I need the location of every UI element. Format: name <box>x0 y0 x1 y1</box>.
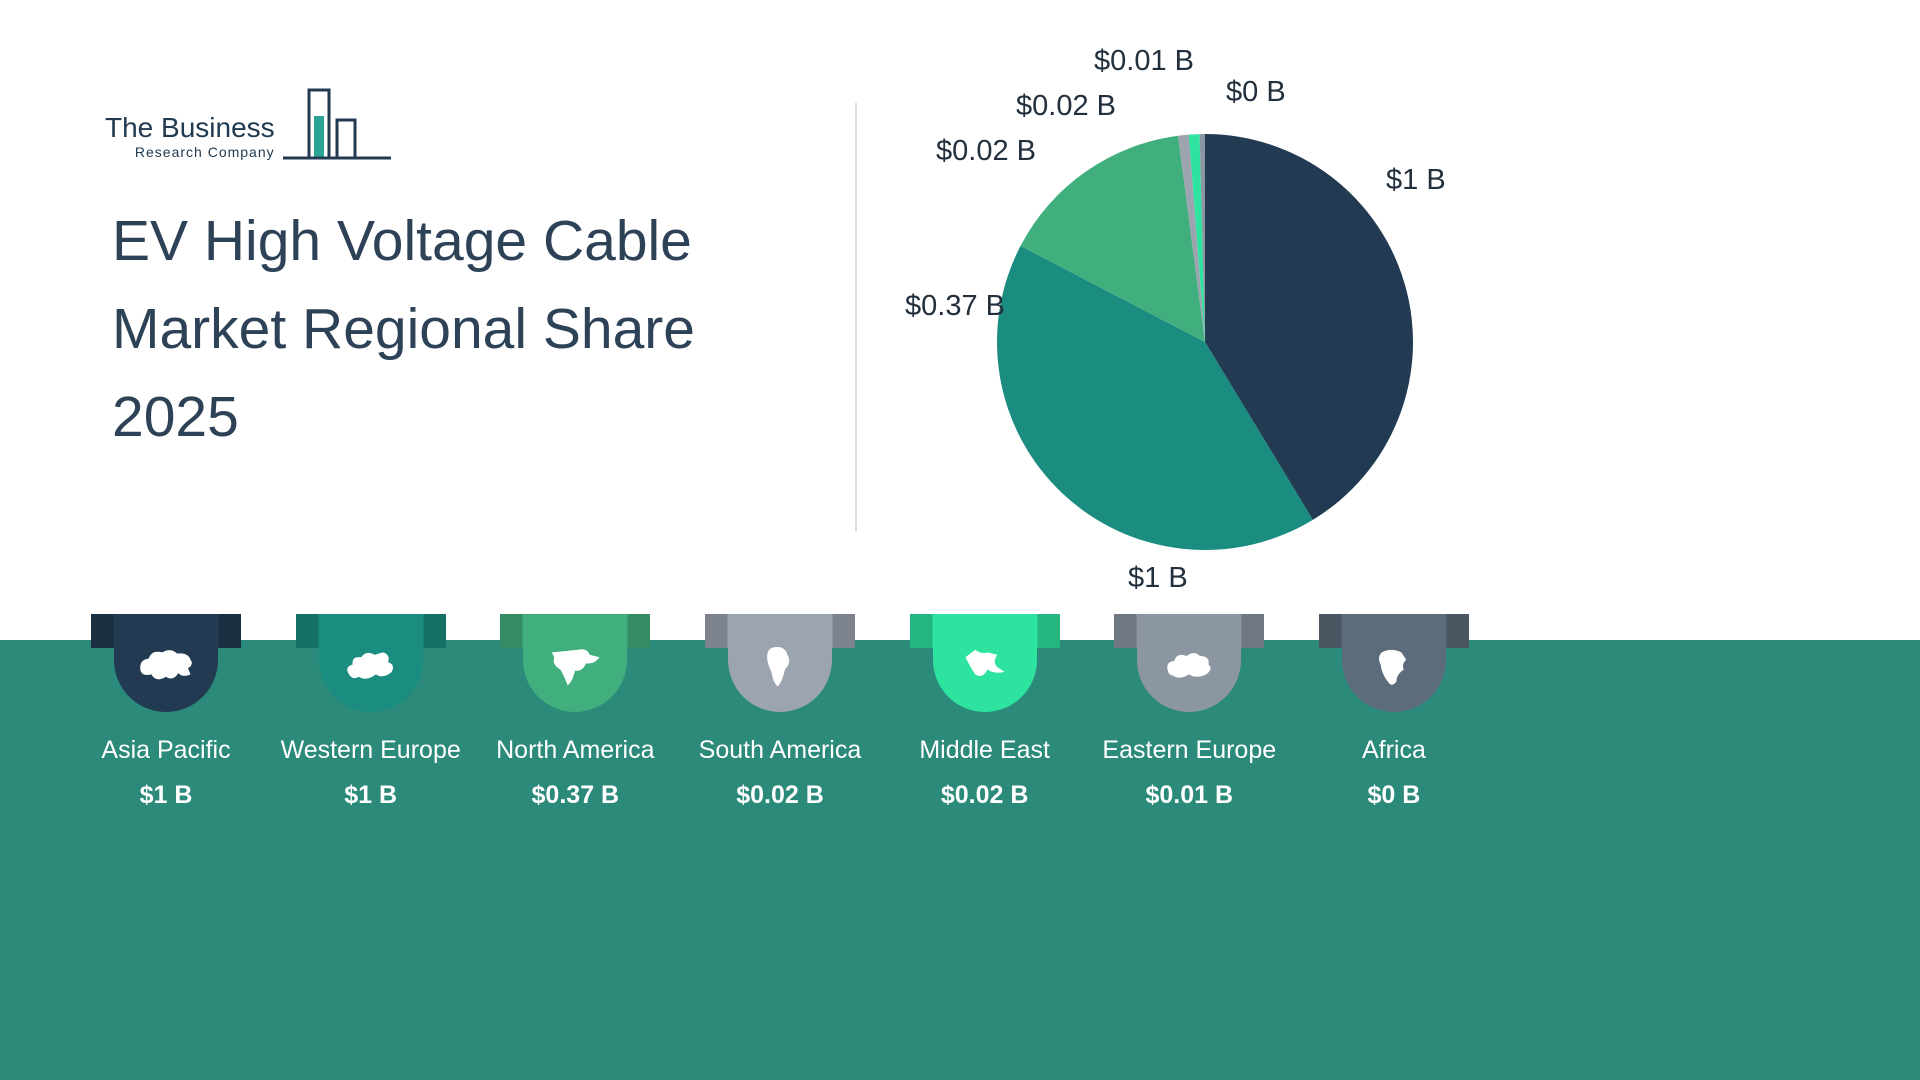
legend-band: Asia Pacific $1 B Western Europe $1 B <box>0 614 1920 1080</box>
africa-map-icon <box>1378 649 1407 685</box>
page-title: EV High Voltage Cable Market Regional Sh… <box>112 198 695 461</box>
pie-slice-western-europe <box>997 245 1313 550</box>
legend-label: North America <box>496 736 655 764</box>
legend-value: $0.01 B <box>1145 781 1234 809</box>
badge-asia-pacific <box>91 614 241 714</box>
badge-middle-east <box>909 614 1060 714</box>
legend-item-eastern-europe: Eastern Europe $0.01 B <box>1101 614 1277 810</box>
pie-slice-north-america <box>1020 135 1205 342</box>
middle-east-map-icon <box>965 649 1005 676</box>
legend-item-north-america: North America $0.37 B <box>487 614 663 810</box>
badge-drop <box>1341 614 1446 712</box>
western-europe-map-icon <box>346 652 393 679</box>
legend-label: Western Europe <box>280 736 461 764</box>
pie-slice-eastern-europe <box>1199 134 1205 342</box>
badge-south-america <box>704 614 855 714</box>
legend-value: $1 B <box>344 781 398 809</box>
badge-north-america <box>500 614 651 714</box>
logo-title: The Business <box>105 112 275 143</box>
badge-drop <box>318 614 423 712</box>
logo-bars-icon <box>282 88 391 160</box>
pie-slice-south-america <box>1178 134 1205 342</box>
pie-slice-middle-east <box>1188 134 1205 342</box>
title-line-3: 2025 <box>112 384 239 449</box>
pie-label-africa: $0 B <box>1226 76 1286 108</box>
legend-item-western-europe: Western Europe $1 B <box>280 614 461 810</box>
badge-drop <box>523 614 628 712</box>
pie-chart <box>997 134 1413 550</box>
vertical-divider <box>855 103 857 531</box>
title-line-1: EV High Voltage Cable <box>112 209 692 273</box>
badge-africa <box>1318 614 1469 714</box>
legend-item-africa: Africa $0 B <box>1306 614 1482 810</box>
legend-value: $0.37 B <box>531 781 620 809</box>
badge-eastern-europe <box>1114 614 1265 714</box>
logo: The Business Research Company <box>105 86 393 164</box>
badge-drop <box>932 614 1037 712</box>
eastern-europe-map-icon <box>1167 652 1211 678</box>
legend-value: $0 B <box>1367 781 1421 809</box>
legend-label: South America <box>698 736 862 764</box>
legend-value: $0.02 B <box>736 781 824 809</box>
legend-label: Asia Pacific <box>101 736 231 764</box>
legend-item-asia-pacific: Asia Pacific $1 B <box>78 614 254 810</box>
asia-pacific-map-icon <box>140 650 192 680</box>
badge-drop <box>727 614 832 712</box>
pie-label-western-europe: $1 B <box>1128 562 1188 594</box>
south-america-map-icon <box>767 646 790 687</box>
legend: Asia Pacific $1 B Western Europe $1 B <box>78 614 1482 810</box>
pie-label-asia-pacific: $1 B <box>1386 164 1446 196</box>
legend-label: Eastern Europe <box>1102 736 1277 764</box>
legend-value: $1 B <box>139 781 193 809</box>
badge-drop <box>1137 614 1242 712</box>
legend-value: $0.02 B <box>940 781 1029 809</box>
pie-label-south-america: $0.02 B <box>936 135 1036 167</box>
pie-slice-asia-pacific <box>1205 134 1413 520</box>
pie-label-middle-east: $0.02 B <box>1016 90 1116 122</box>
badge-western-europe <box>295 614 446 714</box>
legend-label: Middle East <box>919 736 1050 764</box>
legend-item-south-america: South America $0.02 B <box>692 614 868 810</box>
title-line-2: Market Regional Share <box>112 296 695 361</box>
north-america-map-icon <box>552 649 600 686</box>
logo-subtitle: Research Company <box>134 144 275 160</box>
badge-drop <box>114 614 218 712</box>
pie-label-eastern-europe: $0.01 B <box>1094 45 1194 77</box>
legend-label: Africa <box>1361 736 1426 764</box>
pie-label-north-america: $0.37 B <box>905 290 1005 322</box>
legend-item-middle-east: Middle East $0.02 B <box>897 614 1073 810</box>
logo-text: The Business Research Company <box>105 112 275 164</box>
